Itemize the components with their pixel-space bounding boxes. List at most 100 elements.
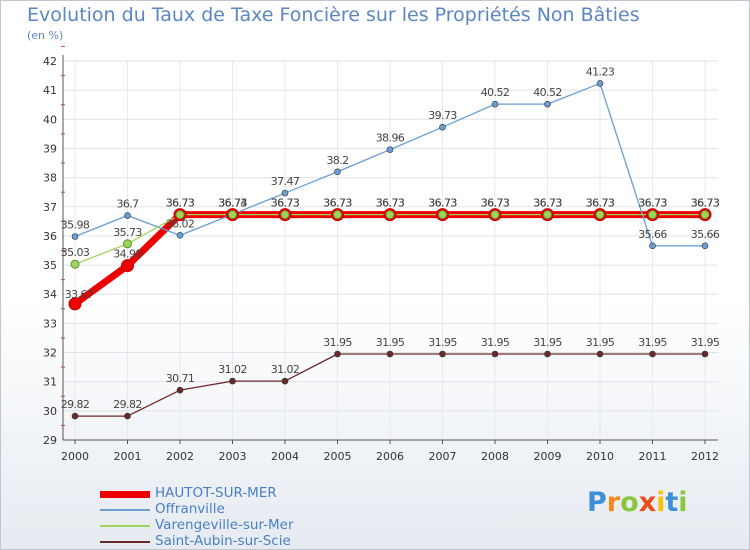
data-label: 36.73 (271, 197, 300, 210)
legend-swatch (100, 541, 150, 543)
y-tick-label: 38 (43, 172, 57, 185)
proxiti-logo: Proxiti (587, 487, 688, 518)
data-label: 31.95 (428, 336, 457, 349)
y-tick-label: 35 (43, 259, 57, 272)
data-point (280, 210, 290, 220)
data-point (386, 146, 394, 153)
data-label: 40.52 (481, 86, 510, 99)
data-label: 36.74 (218, 196, 247, 209)
x-tick-label: 2007 (429, 450, 457, 463)
data-label: 38.96 (376, 132, 405, 145)
data-label: 35.03 (61, 246, 90, 259)
data-point (491, 100, 499, 108)
data-point (544, 350, 551, 358)
y-tick-label: 30 (43, 405, 57, 418)
data-label: 36.7 (116, 198, 139, 211)
data-label: 36.02 (166, 217, 195, 230)
data-label: 36.73 (271, 197, 300, 210)
data-label: 29.82 (61, 398, 90, 411)
legend-label: HAUTOT-SUR-MER (155, 485, 277, 501)
data-point (70, 259, 80, 269)
data-point (649, 242, 656, 250)
data-label: 35.73 (113, 226, 142, 239)
data-label: 31.95 (376, 336, 405, 349)
data-label: 41.23 (586, 65, 615, 78)
data-point (71, 233, 79, 240)
legend-label: Saint-Aubin-sur-Scie (155, 533, 291, 549)
data-label: 36.73 (218, 197, 247, 210)
y-tick-label: 41 (43, 84, 57, 97)
data-point (385, 210, 395, 220)
data-label: 35.66 (638, 228, 667, 241)
data-label: 36.73 (166, 197, 195, 210)
data-point (281, 189, 289, 197)
data-label: 33.67 (65, 288, 94, 301)
data-point (333, 210, 342, 220)
data-point (229, 377, 236, 385)
axes: 29 30 31 32 33 34 35 36 37 38 39 40 41 42 2000 2001 2002… (43, 45, 719, 463)
y-tick-label: 32 (43, 347, 57, 360)
x-tick-label: 2003 (219, 450, 247, 463)
data-label: 36.73 (376, 197, 405, 210)
logo-letter: r (606, 487, 621, 518)
data-label: 36.73 (481, 197, 510, 210)
data-label: 36.73 (691, 197, 720, 210)
grid (63, 60, 718, 441)
data-label: 39.73 (428, 109, 457, 122)
data-label: 36.73 (323, 197, 352, 210)
data-point (596, 350, 604, 358)
logo-letter: i (678, 487, 688, 518)
x-tick-label: 2008 (481, 450, 509, 463)
data-label: 36.73 (586, 197, 615, 210)
data-point (596, 80, 604, 87)
data-point (701, 242, 709, 250)
y-tick-label: 33 (43, 317, 57, 330)
data-label: 34.98 (113, 248, 142, 261)
x-tick-label: 2000 (61, 450, 89, 463)
data-point (543, 210, 552, 220)
logo-letter: o (620, 487, 639, 518)
y-tick-label: 37 (43, 201, 57, 214)
data-point (490, 210, 500, 220)
x-tick-label: 2010 (586, 450, 614, 463)
data-label: 31.95 (323, 336, 352, 349)
data-label: 35.98 (61, 219, 90, 232)
y-tick-label: 39 (43, 142, 57, 155)
legend-swatch (100, 490, 150, 498)
logo-letter: i (656, 487, 666, 518)
data-label: 38.2 (326, 154, 348, 167)
chart-title: Evolution du Taux de Taxe Foncière sur l… (27, 4, 640, 26)
data-point (176, 232, 184, 239)
data-point (386, 350, 394, 358)
x-tick-label: 2001 (114, 450, 142, 463)
data-label: 31.95 (481, 336, 510, 349)
x-tick-label: 2011 (639, 450, 667, 463)
x-tick-label: 2012 (691, 450, 719, 463)
legend-swatch (100, 525, 150, 527)
data-label: 35.66 (691, 228, 720, 241)
legend-label: Varengeville-sur-Mer (155, 517, 294, 533)
data-point (121, 259, 134, 273)
data-label: 31.95 (586, 336, 615, 349)
data-point (439, 123, 446, 131)
data-label: 36.73 (166, 197, 195, 210)
legend-label: Offranville (155, 501, 225, 517)
data-label: 36.73 (323, 197, 352, 210)
data-point (439, 350, 446, 358)
data-point (648, 210, 657, 220)
data-point (71, 412, 79, 420)
data-label: 36.73 (586, 197, 615, 210)
data-label: 36.73 (218, 197, 247, 210)
data-point (438, 210, 447, 220)
logo-letter: P (587, 487, 607, 518)
data-label: 36.73 (428, 197, 457, 210)
data-label: 31.02 (271, 363, 300, 376)
x-tick-label: 2009 (534, 450, 562, 463)
data-label: 31.95 (638, 336, 667, 349)
data-label: 30.71 (166, 372, 195, 385)
y-tick-label: 40 (43, 113, 57, 126)
logo-letter: x (638, 487, 657, 518)
x-tick-label: 2006 (376, 450, 404, 463)
